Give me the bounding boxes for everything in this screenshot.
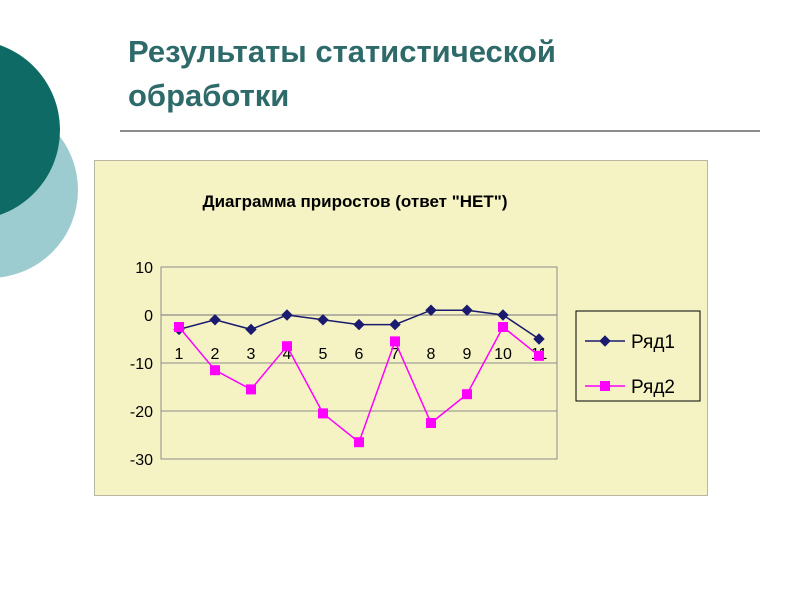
data-point [461, 304, 473, 316]
chart-title: Диаграмма приростов (ответ "НЕТ") [202, 192, 507, 211]
y-tick-label: -30 [130, 452, 153, 469]
data-point [533, 333, 545, 345]
x-tick-label: 2 [211, 346, 220, 363]
dark-teal-circle [0, 45, 60, 215]
decorative-circles [0, 45, 78, 278]
data-point [353, 318, 365, 331]
x-tick-label: 4 [283, 346, 292, 363]
series-line [178, 325, 540, 444]
slide-title-line-2: обработки [128, 78, 290, 113]
y-tick-label: -10 [130, 356, 153, 373]
x-tick-label: 9 [463, 346, 472, 363]
data-point [462, 389, 472, 400]
legend-box [575, 310, 701, 402]
legend-label: Ряд2 [631, 377, 675, 398]
data-point [245, 323, 257, 336]
data-point [390, 336, 400, 347]
title-divider [120, 130, 760, 132]
x-tick-label: 8 [427, 346, 436, 363]
data-point [318, 408, 328, 419]
y-tick-label: 0 [144, 308, 153, 325]
legend: Ряд1 Ряд2 [575, 310, 701, 402]
x-tick-label: 10 [494, 346, 512, 363]
gridlines [161, 266, 557, 460]
data-point [497, 309, 509, 321]
series-layer [173, 304, 545, 448]
data-point [599, 335, 611, 347]
series-2 [174, 322, 544, 448]
x-tick-label: 7 [391, 346, 400, 363]
line-chart: Диаграмма приростов (ответ "НЕТ") 10 0 -10… [130, 192, 701, 469]
data-point [354, 437, 364, 448]
series-1 [173, 304, 545, 345]
x-tick-label: 3 [247, 346, 256, 363]
chart-area: Диаграмма приростов (ответ "НЕТ") 10 0 -10… [94, 160, 708, 496]
data-point [282, 341, 292, 352]
y-tick-label: -20 [130, 404, 153, 421]
x-axis-ticks: 1234567891011 [175, 346, 548, 363]
slide-title-line-1: Результаты статистической [128, 34, 556, 69]
data-point [210, 365, 220, 376]
x-tick-label: 6 [355, 346, 364, 363]
data-point [281, 309, 293, 321]
data-point [534, 350, 544, 361]
data-point [246, 384, 256, 395]
x-tick-label: 5 [319, 346, 328, 363]
x-tick-label: 1 [175, 346, 184, 363]
data-point [425, 304, 437, 316]
data-point [317, 314, 329, 326]
y-tick-label: 10 [135, 260, 153, 277]
legend-item: Ряд1 [585, 332, 675, 353]
data-point [389, 318, 401, 331]
legend-label: Ряд1 [631, 332, 675, 353]
data-point [209, 314, 221, 326]
data-point [426, 418, 436, 428]
data-point [174, 322, 184, 332]
y-axis-ticks: 10 0 -10 -20 -30 [130, 260, 153, 469]
data-point [600, 381, 610, 391]
slide-title: Результаты статистической обработки [128, 30, 688, 118]
data-point [498, 322, 508, 332]
legend-item: Ряд2 [585, 377, 675, 398]
